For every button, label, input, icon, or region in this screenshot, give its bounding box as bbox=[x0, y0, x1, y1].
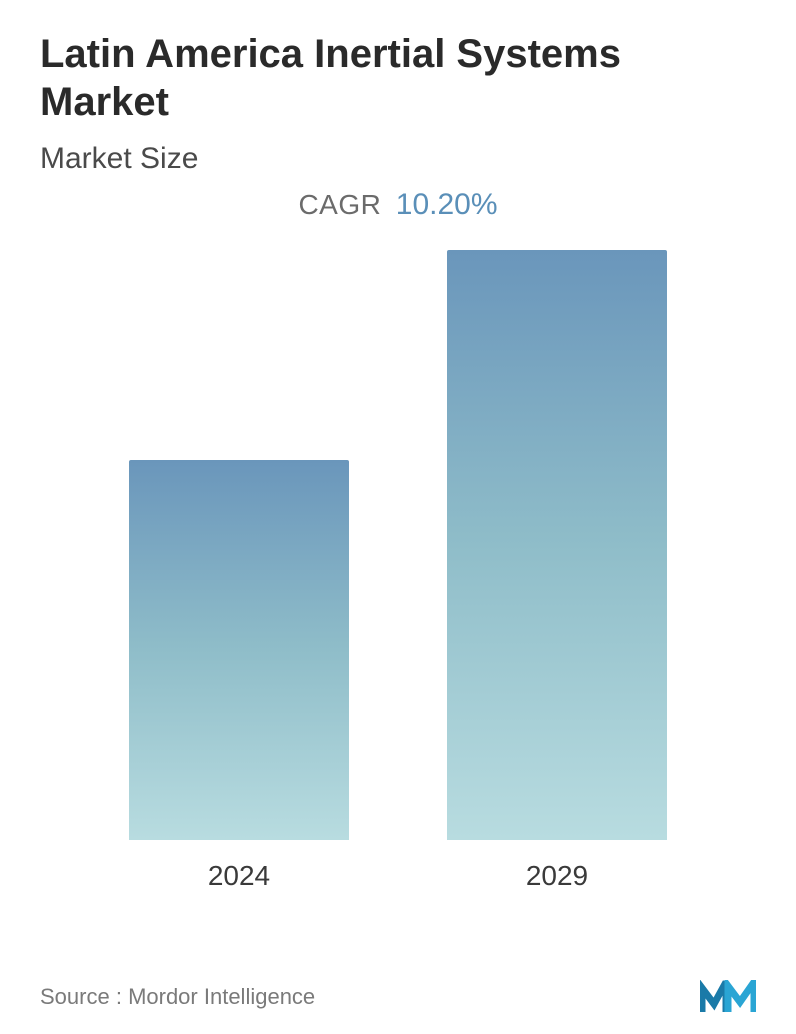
bar-chart-area: 2024 2029 bbox=[40, 252, 756, 892]
source-label: Source : bbox=[40, 984, 122, 1009]
cagr-label: CAGR bbox=[298, 189, 381, 221]
chart-subtitle: Market Size bbox=[40, 142, 756, 176]
chart-footer: Source : Mordor Intelligence bbox=[40, 980, 756, 1014]
source-attribution: Source : Mordor Intelligence bbox=[40, 984, 315, 1010]
bar-group-2024: 2024 bbox=[80, 460, 398, 892]
bar-label-2024: 2024 bbox=[208, 860, 270, 892]
bar-2029 bbox=[447, 250, 667, 840]
mordor-logo-icon bbox=[700, 980, 756, 1014]
source-name: Mordor Intelligence bbox=[128, 984, 315, 1009]
chart-title: Latin America Inertial Systems Market bbox=[40, 30, 680, 126]
bar-group-2029: 2029 bbox=[398, 250, 716, 892]
bar-label-2029: 2029 bbox=[526, 860, 588, 892]
cagr-row: CAGR 10.20% bbox=[40, 188, 756, 222]
bar-2024 bbox=[129, 460, 349, 840]
cagr-value: 10.20% bbox=[396, 188, 498, 222]
